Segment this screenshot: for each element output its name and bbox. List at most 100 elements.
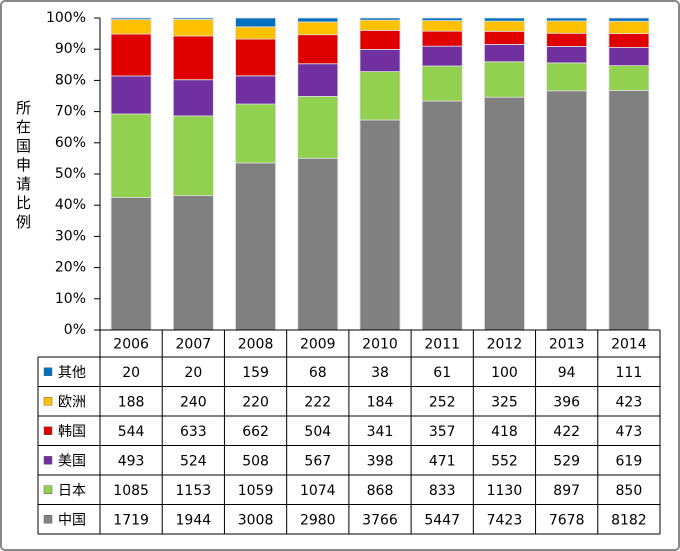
table-cell: 473: [616, 424, 643, 440]
legend-swatch: [43, 426, 53, 435]
y-tick-label: 10%: [55, 291, 86, 307]
bar-segment: [235, 26, 276, 40]
table-cell: 504: [304, 424, 331, 440]
x-tick-label: 2011: [424, 337, 460, 353]
bar-segment: [297, 21, 339, 36]
table-cell: 2980: [300, 512, 336, 528]
bar-segment: [359, 17, 401, 21]
table-cell: 529: [553, 453, 580, 469]
y-tick-label: 30%: [55, 228, 86, 244]
bar-segment: [172, 35, 214, 81]
table-cell: 3008: [238, 512, 274, 528]
table-cell: 184: [367, 394, 394, 410]
table-cell: 1130: [487, 483, 523, 499]
bar-segment: [110, 17, 152, 20]
y-tick-label: 0%: [64, 322, 86, 338]
x-tick-label: 2014: [611, 337, 647, 353]
table-cell: 240: [180, 394, 207, 410]
table-cell: 897: [553, 483, 580, 499]
y-tick-label: 60%: [55, 135, 86, 151]
table-cell: 252: [429, 394, 456, 410]
table-cell: 524: [180, 453, 207, 469]
table-cell: 423: [616, 394, 643, 410]
table-cell: 111: [616, 365, 643, 381]
bar-segment: [546, 20, 588, 34]
bar-segment: [484, 20, 525, 32]
table-cell: 38: [371, 365, 389, 381]
table-cell: 1719: [113, 512, 149, 528]
legend-label: 其他: [58, 365, 86, 381]
table-cell: 493: [118, 453, 145, 469]
table-cell: 418: [491, 424, 518, 440]
table-cell: 3766: [362, 512, 398, 528]
legend-swatch: [43, 397, 53, 406]
x-tick-label: 2009: [300, 337, 336, 353]
bar-segment: [235, 162, 276, 331]
y-tick-label: 40%: [55, 197, 86, 213]
bar-segment: [359, 19, 401, 31]
table-cell: 220: [242, 394, 269, 410]
bar-segment: [421, 30, 463, 47]
table-cell: 567: [304, 453, 331, 469]
bar-segment: [484, 17, 525, 22]
y-tick-label: 80%: [55, 72, 86, 88]
table-cell: 396: [553, 394, 580, 410]
table-cell: 20: [122, 365, 140, 381]
table-cell: 222: [304, 394, 331, 410]
bar-segment: [421, 20, 463, 32]
bar-segment: [608, 47, 650, 66]
legend-swatch: [43, 485, 53, 494]
table-cell: 61: [433, 365, 451, 381]
y-tick-label: 50%: [55, 166, 86, 182]
bar-segment: [608, 90, 650, 331]
x-tick-label: 2012: [487, 337, 523, 353]
bar-segment: [484, 30, 525, 45]
table-cell: 68: [309, 365, 327, 381]
table-cell: 1059: [238, 483, 274, 499]
legend-swatch: [43, 515, 53, 524]
bar-segment: [297, 96, 339, 159]
bar-segment: [172, 18, 214, 37]
legend-label: 日本: [58, 483, 86, 499]
bar-segment: [546, 90, 588, 331]
bar-segment: [421, 65, 463, 102]
bar-segment: [110, 33, 152, 77]
bar-segment: [359, 71, 401, 121]
table-cell: 1153: [176, 483, 212, 499]
bar-segment: [421, 45, 463, 67]
bar-segment: [421, 100, 463, 331]
table-cell: 341: [367, 424, 394, 440]
table-cell: 833: [429, 483, 456, 499]
table-cell: 7423: [487, 512, 523, 528]
bar-segment: [235, 38, 276, 77]
table-cell: 868: [367, 483, 394, 499]
table-cell: 188: [118, 394, 145, 410]
legend-label: 中国: [58, 512, 86, 528]
bar-segment: [484, 61, 525, 98]
bar-segment: [297, 157, 339, 331]
y-tick-label: 90%: [55, 41, 86, 57]
y-tick-label: 20%: [55, 260, 86, 276]
table-cell: 5447: [424, 512, 460, 528]
legend-swatch: [43, 367, 53, 376]
bar-segment: [172, 195, 214, 331]
bar-segment: [546, 17, 588, 22]
table-cell: 398: [367, 453, 394, 469]
table-cell: 100: [491, 365, 518, 381]
bar-segment: [235, 103, 276, 164]
bar-segment: [546, 32, 588, 47]
bar-segment: [608, 33, 650, 48]
table-cell: 20: [184, 365, 202, 381]
bar-segment: [359, 48, 401, 72]
bar-segment: [110, 197, 152, 331]
y-tick-label: 100%: [46, 10, 86, 26]
legend-label: 韩国: [58, 424, 86, 440]
table-cell: 619: [616, 453, 643, 469]
x-tick-label: 2013: [549, 337, 585, 353]
table-cell: 357: [429, 424, 456, 440]
bar-segment: [608, 20, 650, 35]
bar-segment: [110, 75, 152, 115]
bar-segment: [359, 29, 401, 50]
bar-segment: [110, 19, 152, 35]
